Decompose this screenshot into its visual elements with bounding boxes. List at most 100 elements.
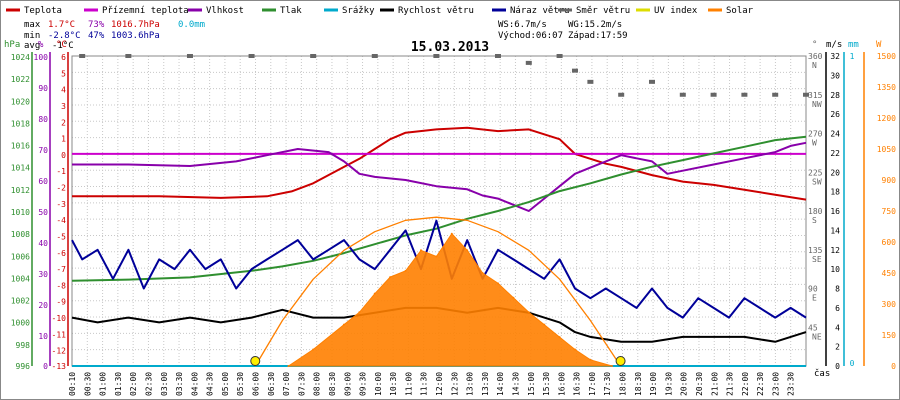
x-tick-label: 12:00: [435, 372, 444, 396]
pct-tick-label: 40: [38, 239, 48, 248]
deg-tick-label: 1: [61, 135, 66, 144]
legend-label: UV index: [654, 6, 698, 16]
x-tick-label: 05:00: [221, 372, 230, 396]
series-line-tlak: [71, 135, 807, 282]
deg-tick-label: -12: [52, 347, 67, 356]
x-tick-label: 10:00: [374, 372, 383, 396]
hpa-tick-label: 1012: [11, 186, 30, 195]
sunrise-time: Východ:06:07: [498, 31, 563, 41]
wind-info: WS:6.7m/s WG:15.2m/s Východ:06:07 Západ:…: [498, 20, 628, 41]
x-tick-label: 10:30: [389, 372, 398, 396]
x-tick-label: 01:30: [114, 372, 123, 396]
solar-point: [558, 336, 561, 339]
hpa-tick-label: 1008: [11, 230, 30, 239]
deg-tick-label: -5: [56, 232, 66, 241]
hpa-tick-label: 1022: [11, 75, 30, 84]
x-tick-label: 13:00: [466, 372, 475, 396]
series-line-teplota: [72, 126, 807, 201]
dir-tick-name: S: [812, 216, 817, 225]
stat-min-temp: -2.8°C: [48, 31, 81, 41]
x-tick-label: 04:00: [190, 372, 199, 396]
deg-tick-label: -10: [52, 314, 67, 323]
hpa-tick-label: 1016: [11, 142, 30, 151]
dir-tick-name: SE: [812, 255, 822, 264]
legend-label: Přízemní teplota: [102, 6, 189, 16]
wind-speed-max: WS:6.7m/s: [498, 20, 547, 30]
deg-tick-label: -8: [56, 281, 66, 290]
x-tick-label: 04:30: [206, 372, 215, 396]
solar-point: [389, 276, 392, 279]
hpa-tick-label: 1002: [11, 297, 30, 306]
pct-tick-label: 30: [38, 270, 48, 279]
hpa-tick-label: 1006: [11, 252, 30, 261]
x-tick-label: 19:00: [649, 372, 658, 396]
x-tick-label: 01:00: [99, 372, 108, 396]
x-tick-label: 21:30: [726, 372, 735, 396]
wind-dir-point: [571, 68, 578, 73]
pct-tick-label: 100: [34, 53, 49, 62]
dir-tick-label: 90: [808, 285, 818, 294]
x-tick-label: 15:00: [527, 372, 536, 396]
solar-point: [373, 292, 376, 295]
hpa-tick-label: 1010: [11, 208, 30, 217]
legend-item: Srážky: [324, 6, 375, 16]
x-tick-label: 23:30: [787, 372, 796, 396]
w-tick-label: 1350: [877, 83, 896, 92]
x-tick-label: 03:00: [160, 372, 169, 396]
stat-max-hum: 73%: [88, 20, 105, 30]
wind-dir-point: [494, 54, 501, 58]
deg-tick-label: -1: [56, 167, 66, 176]
wind-dir-point: [679, 92, 686, 97]
unit-w: W: [876, 40, 882, 50]
x-tick-label: 14:30: [511, 372, 520, 396]
legend-item: Přízemní teplota: [84, 6, 189, 16]
ms-tick-label: 16: [830, 207, 840, 216]
x-tick-label: 16:30: [573, 372, 582, 396]
w-tick-label: 300: [882, 300, 897, 309]
solar-point: [481, 272, 484, 274]
legend-label: Tlak: [280, 6, 302, 16]
legend-label: Směr větru: [576, 6, 630, 16]
x-tick-label: 11:30: [420, 372, 429, 396]
stat-max-rain: 0.0mm: [178, 20, 205, 30]
stat-max-press: 1016.7hPa: [111, 20, 160, 30]
x-tick-label: 08:00: [313, 372, 322, 396]
solar-point: [312, 348, 315, 351]
hpa-tick-label: 1024: [11, 53, 30, 62]
mm-tick-label: 1: [850, 52, 855, 61]
x-tick-label: 07:30: [297, 372, 306, 396]
ms-tick-label: 6: [835, 304, 840, 313]
legend-item: UV index: [636, 6, 698, 16]
x-tick-label: 07:00: [282, 372, 291, 396]
unit-hpa: hPa: [4, 40, 20, 50]
deg-tick-label: -7: [56, 265, 66, 274]
x-tick-label: 17:30: [603, 372, 612, 396]
chart-title: 15.03.2013: [411, 40, 489, 55]
stat-avg-label: avg: [24, 41, 40, 51]
deg-tick-label: 0: [61, 151, 66, 160]
x-tick-label: 00:30: [83, 372, 92, 396]
wind-dir-point: [371, 54, 378, 58]
ms-tick-label: 24: [830, 130, 840, 139]
w-tick-label: 750: [882, 207, 897, 216]
legend-item: Směr větru: [558, 6, 630, 16]
x-tick-label: 14:00: [496, 372, 505, 396]
dir-tick-label: 360: [808, 52, 823, 61]
legend-label: Teplota: [24, 6, 62, 16]
ms-tick-label: 4: [835, 323, 840, 332]
deg-tick-label: 4: [61, 86, 66, 95]
mm-tick-label: 0: [850, 359, 855, 368]
x-tick-label: 22:30: [756, 372, 765, 396]
w-tick-label: 1500: [877, 52, 896, 61]
wind-dir-point: [125, 54, 132, 58]
w-tick-label: 450: [882, 269, 897, 278]
left-axis-ticks: 1024102210201018101610141012101010081006…: [11, 53, 66, 371]
deg-tick-label: 6: [61, 53, 66, 62]
legend-item: Vlhkost: [188, 6, 244, 16]
unit-deg: °C: [56, 40, 67, 50]
pct-tick-label: 80: [38, 115, 48, 124]
unit-ms: m/s: [826, 40, 842, 50]
legend-item: Teplota: [6, 6, 62, 16]
deg-tick-label: 2: [61, 118, 66, 127]
wind-dir-point: [556, 54, 563, 58]
